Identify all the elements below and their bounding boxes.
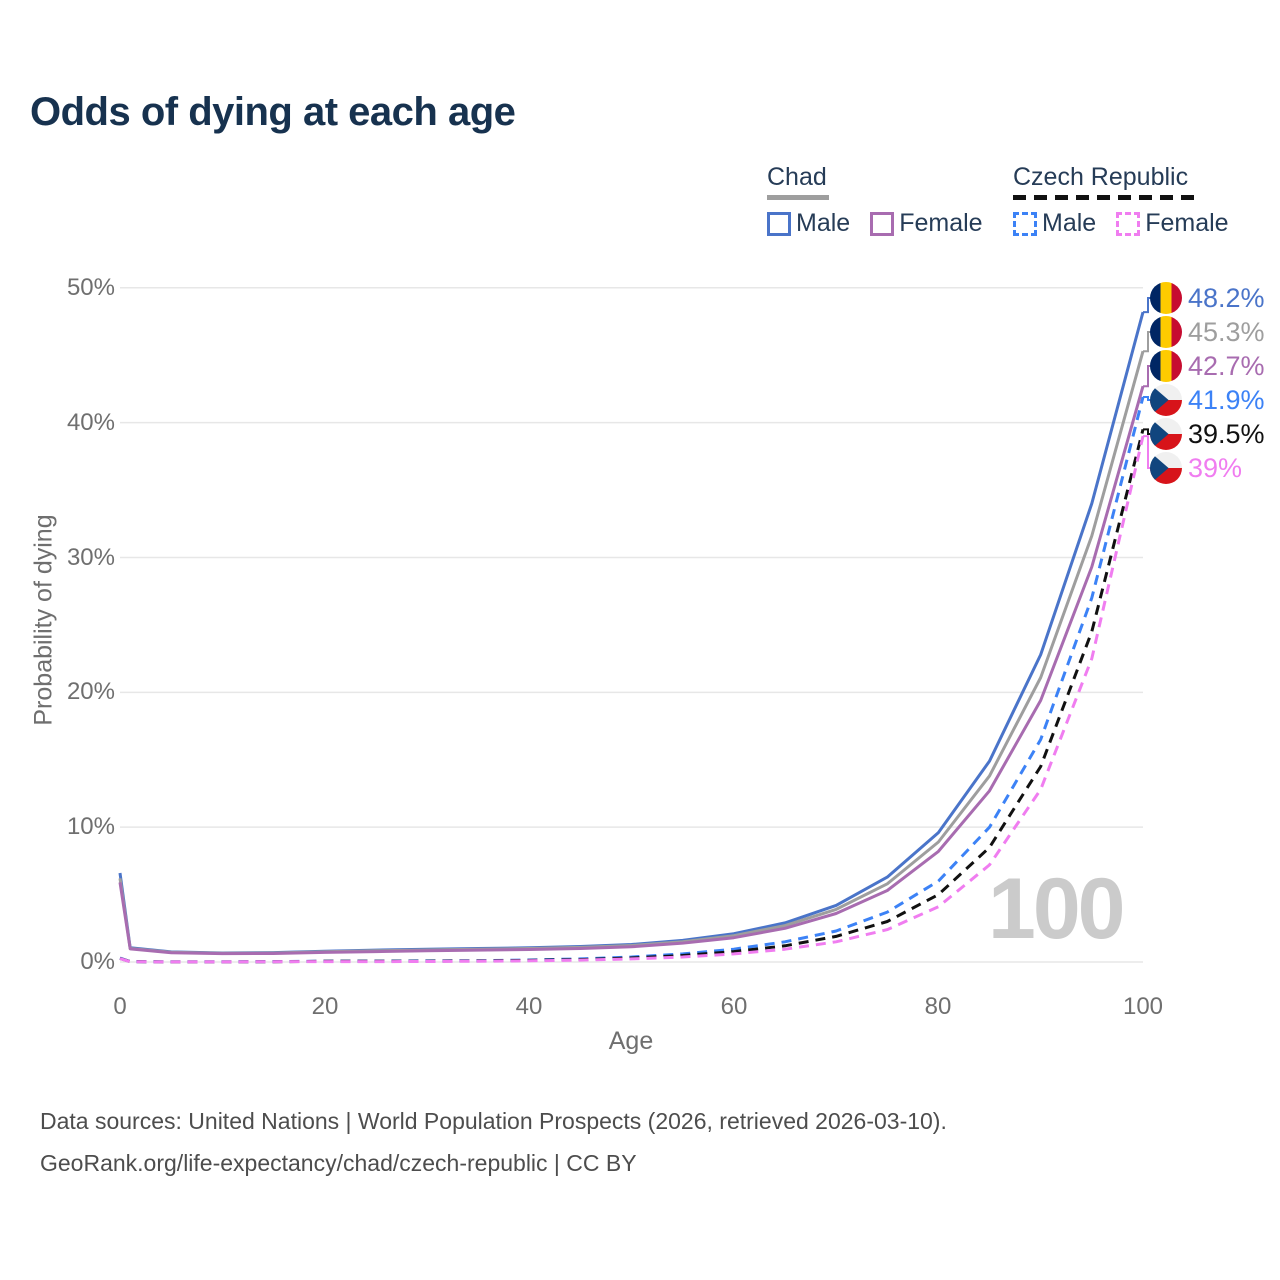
x-tick-60: 60 [720, 993, 748, 1020]
end-label-value: 41.9% [1188, 384, 1265, 415]
x-axis-title: Age [608, 1027, 654, 1055]
x-tick-0: 0 [113, 993, 127, 1020]
series-czech-republic-both-sexes [119, 429, 1145, 964]
attribution-line: GeoRank.org/life-expectancy/chad/czech-r… [40, 1150, 637, 1176]
legend-item-czech-female[interactable]: Female [1116, 209, 1229, 238]
legend-swatch-chad-female [870, 211, 895, 236]
end-label-czech-female: 39% [1150, 452, 1242, 484]
chad-flag-icon [1150, 282, 1182, 314]
end-label-czech-male: 41.9% [1150, 384, 1265, 416]
legend-title-chad: Chad [767, 163, 827, 191]
legend-item-czech-male[interactable]: Male [1013, 209, 1096, 238]
y-tick-0: 0% [80, 948, 115, 975]
data-sources-line: Data sources: United Nations | World Pop… [40, 1108, 947, 1134]
end-label-chad-female: 42.7% [1150, 350, 1265, 382]
series-chad-female [118, 385, 1145, 956]
x-tick-100: 100 [1122, 993, 1164, 1020]
end-label-value: 39% [1188, 452, 1243, 483]
y-tick-30: 30% [66, 544, 115, 571]
legend-label: Male [796, 209, 851, 237]
y-tick-10: 10% [66, 813, 115, 840]
legend-group-chad: Chad Male Female [767, 163, 983, 238]
y-tick-50: 50% [66, 274, 115, 301]
legend-swatch-czech-male [1013, 211, 1037, 236]
legend-label: Female [1145, 209, 1229, 237]
page-title: Odds of dying at each age [30, 90, 516, 134]
legend-label: Male [1042, 209, 1097, 237]
series-czech-republic-female [119, 435, 1145, 964]
legend-swatch-chad-male [767, 211, 791, 236]
legend-title-czech-republic: Czech Republic [1013, 163, 1189, 191]
x-tick-40: 40 [515, 993, 543, 1020]
legend-item-chad-female[interactable]: Female [870, 209, 983, 238]
x-tick-80: 80 [924, 993, 952, 1020]
y-tick-40: 40% [66, 409, 115, 436]
legend-item-chad-male[interactable]: Male [767, 209, 850, 238]
czech-republic-flag-icon [1150, 418, 1182, 450]
legend-label: Female [899, 209, 983, 237]
series-chad-male [118, 311, 1145, 955]
end-label-value: 42.7% [1188, 350, 1265, 381]
legend-swatch-czech-female [1116, 211, 1141, 236]
legend-group-czech-republic: Czech Republic Male Female [1013, 163, 1229, 238]
end-label-czech-both: 39.5% [1150, 418, 1265, 450]
end-label-chad-male: 48.2% [1150, 282, 1265, 314]
age-watermark: 100 [988, 861, 1125, 957]
end-label-value: 45.3% [1188, 316, 1265, 347]
czech-republic-flag-icon [1150, 384, 1182, 416]
y-tick-20: 20% [66, 678, 115, 705]
series-czech-republic-male [119, 396, 1145, 964]
end-label-value: 39.5% [1188, 418, 1265, 449]
end-label-chad-both: 45.3% [1150, 316, 1265, 348]
end-label-value: 48.2% [1188, 282, 1265, 313]
czech-republic-flag-icon [1150, 452, 1182, 484]
x-tick-20: 20 [311, 993, 339, 1020]
legend-underline-dashed [1013, 195, 1194, 200]
chad-flag-icon [1150, 316, 1182, 348]
chad-flag-icon [1150, 350, 1182, 382]
legend-underline-solid [767, 195, 829, 200]
